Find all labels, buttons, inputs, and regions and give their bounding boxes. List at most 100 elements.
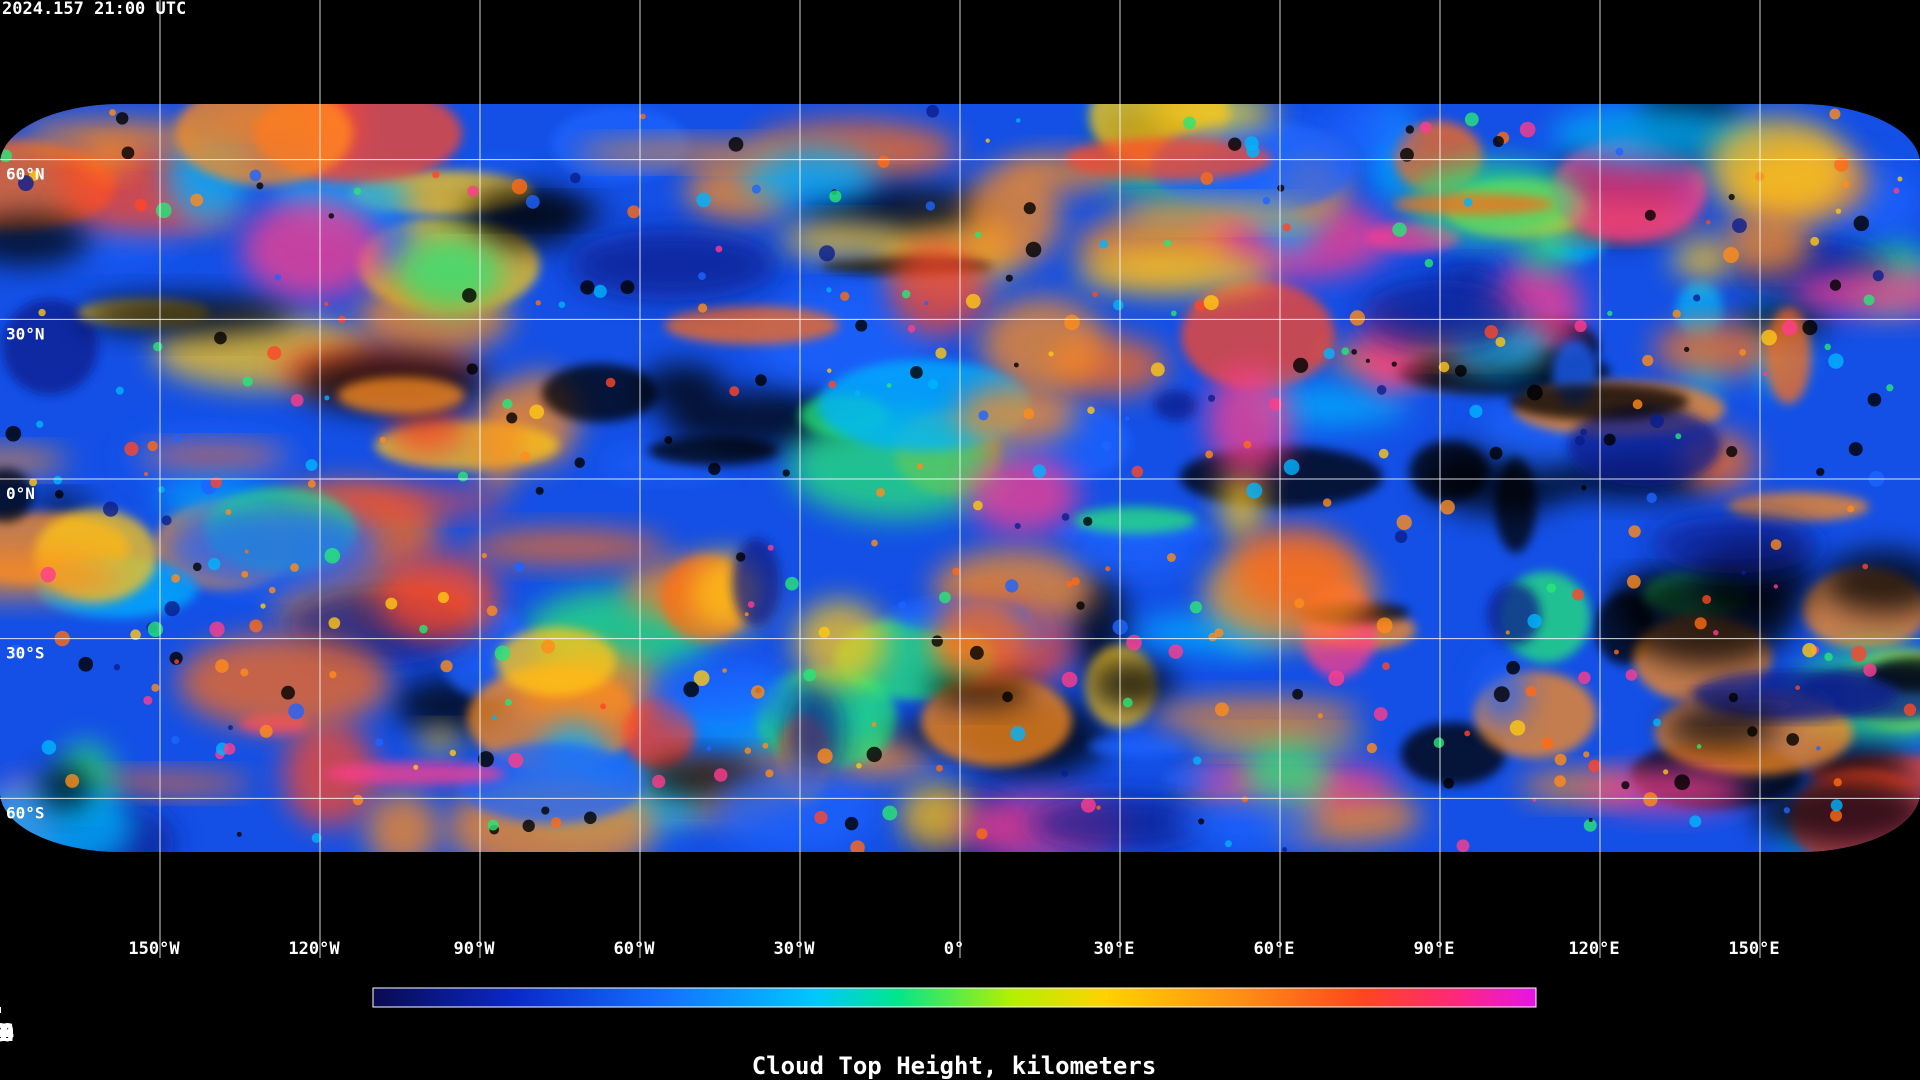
cloud-speck <box>190 193 204 207</box>
cloud-speck <box>713 768 728 782</box>
cloud-speck <box>1013 362 1019 368</box>
cloud-speck <box>1527 613 1542 629</box>
cloud-speck <box>1903 703 1917 716</box>
cloud-patch <box>1088 736 1184 757</box>
cloud-speck <box>1694 617 1707 630</box>
cloud-speck <box>1626 574 1641 589</box>
cloud-speck <box>1193 756 1202 765</box>
cloud-speck <box>113 664 121 671</box>
cloud-speck <box>1317 713 1323 719</box>
cloud-speck <box>1706 220 1711 225</box>
cloud-patch <box>1653 321 1777 376</box>
cloud-speck <box>514 561 525 573</box>
cloud-speck <box>1526 384 1543 401</box>
cloud-speck <box>486 605 498 617</box>
cloud-patch <box>1869 657 1920 693</box>
cloud-speck <box>164 600 180 617</box>
cloud-speck <box>506 412 518 424</box>
cloud-speck <box>1002 691 1013 703</box>
cloud-patch <box>1175 795 1320 849</box>
cloud-patch <box>1151 698 1362 735</box>
cloud-speck <box>1802 642 1817 658</box>
cloud-speck <box>1064 314 1080 331</box>
cloud-patch <box>712 765 878 852</box>
graticule <box>0 0 1920 958</box>
cloud-speck <box>288 703 305 720</box>
cloud-speck <box>1456 839 1470 852</box>
cloud-speck <box>640 113 646 120</box>
cloud-patch <box>1028 795 1214 852</box>
cloud-patch <box>742 145 877 206</box>
cloud-speck <box>1400 147 1414 162</box>
cloud-speck <box>1493 686 1510 703</box>
cloud-speck <box>1770 539 1782 550</box>
graticule-labels: 60°N 30°N 0°N 30°S 60°S 150°W 120°W 90°W 60°W 30°… <box>6 165 1780 959</box>
colorbar-tick-label: 6 <box>0 1019 7 1047</box>
longitude-label: 90°W <box>454 939 496 959</box>
cloud-speck <box>722 668 727 673</box>
cloud-speck <box>535 300 541 306</box>
cloud-speck <box>829 190 842 203</box>
cloud-patch <box>966 455 1080 534</box>
cloud-speck <box>1728 692 1739 703</box>
cloud-speck <box>1198 818 1205 825</box>
colorbar-title: Cloud Top Height, kilometers <box>752 1052 1157 1080</box>
cloud-speck <box>1684 346 1690 353</box>
colorbar <box>372 987 1537 1008</box>
cloud-speck <box>143 695 153 706</box>
latitude-label: 30°S <box>6 644 45 663</box>
cloud-patch <box>1393 193 1555 216</box>
cloud-patch <box>664 305 840 345</box>
cloud-patch <box>0 214 90 266</box>
cloud-speck <box>225 509 232 516</box>
cloud-speck <box>1761 329 1777 346</box>
cloud-speck <box>147 621 164 637</box>
cloud-patch <box>934 591 1030 681</box>
cloud-speck <box>1713 629 1719 636</box>
cloud-speck <box>1293 357 1309 373</box>
cloud-speck <box>144 471 149 477</box>
cloud-speck <box>115 386 124 395</box>
cloud-speck <box>1628 525 1641 538</box>
cloud-speck <box>1863 663 1877 677</box>
cloud-speck <box>494 645 511 662</box>
cloud-speck <box>353 187 362 195</box>
cloud-speck <box>1224 840 1232 848</box>
cloud-speck <box>736 552 746 562</box>
cloud-speck <box>215 659 229 673</box>
cloud-speck <box>969 645 984 660</box>
longitude-label: 30°E <box>1094 939 1135 959</box>
cloud-speck <box>1328 670 1345 687</box>
cloud-speck <box>985 138 990 143</box>
cloud-speck <box>854 390 861 397</box>
cloud-speck <box>535 486 544 495</box>
cloud-speck <box>1546 583 1557 593</box>
cloud-speck <box>910 365 923 379</box>
cloud-speck <box>161 515 172 526</box>
cloud-speck <box>267 346 282 361</box>
cloud-speck <box>605 377 616 388</box>
cloud-patch <box>496 627 617 696</box>
cloud-speck <box>1580 428 1588 436</box>
cloud-speck <box>1376 385 1387 395</box>
cloud-speck <box>281 685 295 700</box>
cloud-speck <box>1376 617 1393 634</box>
cloud-speck <box>978 410 989 421</box>
cloud-speck <box>1672 309 1681 318</box>
cloud-speck <box>53 475 63 485</box>
cloud-speck <box>814 810 828 825</box>
cloud-speck <box>352 794 364 806</box>
cloud-speck <box>1200 172 1214 185</box>
cloud-speck <box>1781 320 1798 336</box>
cloud-speck <box>1728 193 1735 201</box>
cloud-speck <box>1080 797 1096 813</box>
cloud-speck <box>876 488 885 497</box>
cloud-speck <box>744 612 749 617</box>
cloud-speck <box>1189 601 1203 614</box>
cloud-speck <box>240 668 249 677</box>
cloud-patch <box>475 384 521 492</box>
cloud-speck <box>1126 634 1142 651</box>
cloud-speck <box>939 591 951 604</box>
cloud-speck <box>1071 577 1080 586</box>
